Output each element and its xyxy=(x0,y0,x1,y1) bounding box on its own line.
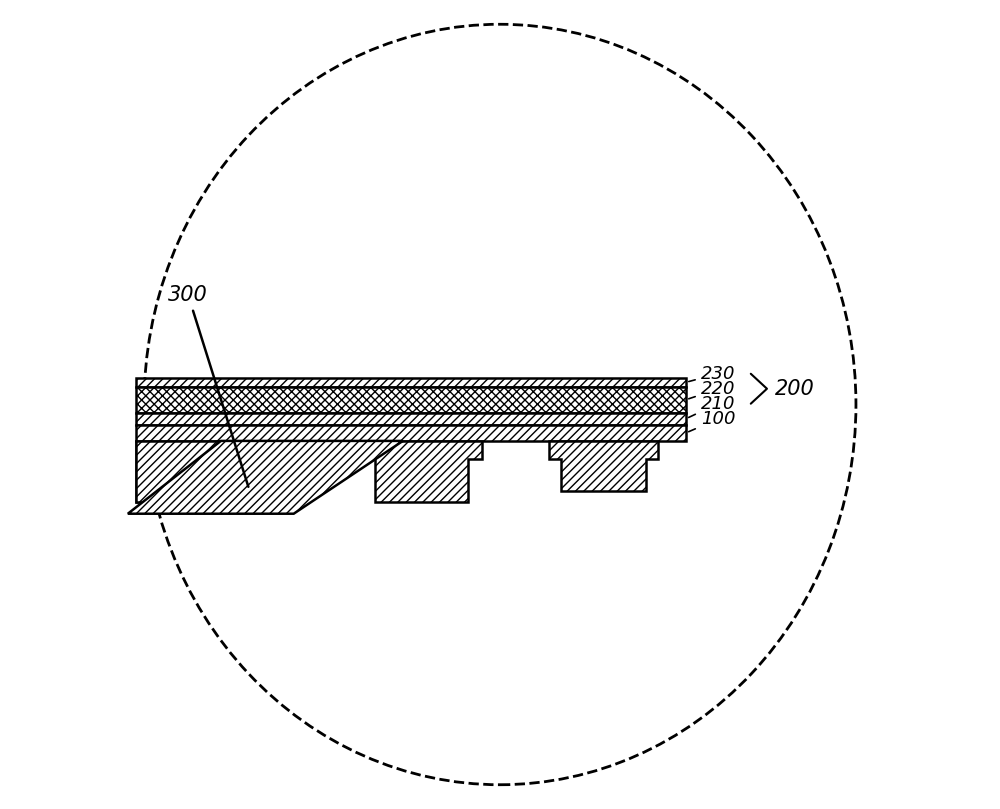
Text: 300: 300 xyxy=(168,286,248,487)
Polygon shape xyxy=(136,441,249,502)
Text: 100: 100 xyxy=(689,410,735,432)
Text: 210: 210 xyxy=(689,395,735,417)
Text: 230: 230 xyxy=(689,365,735,383)
Text: 220: 220 xyxy=(689,380,735,399)
Polygon shape xyxy=(136,413,686,425)
Polygon shape xyxy=(360,441,482,502)
Polygon shape xyxy=(128,441,403,514)
Text: 200: 200 xyxy=(775,379,815,399)
Polygon shape xyxy=(136,378,686,387)
Polygon shape xyxy=(136,387,686,413)
Polygon shape xyxy=(136,425,686,441)
Polygon shape xyxy=(136,441,253,502)
Polygon shape xyxy=(549,441,658,491)
